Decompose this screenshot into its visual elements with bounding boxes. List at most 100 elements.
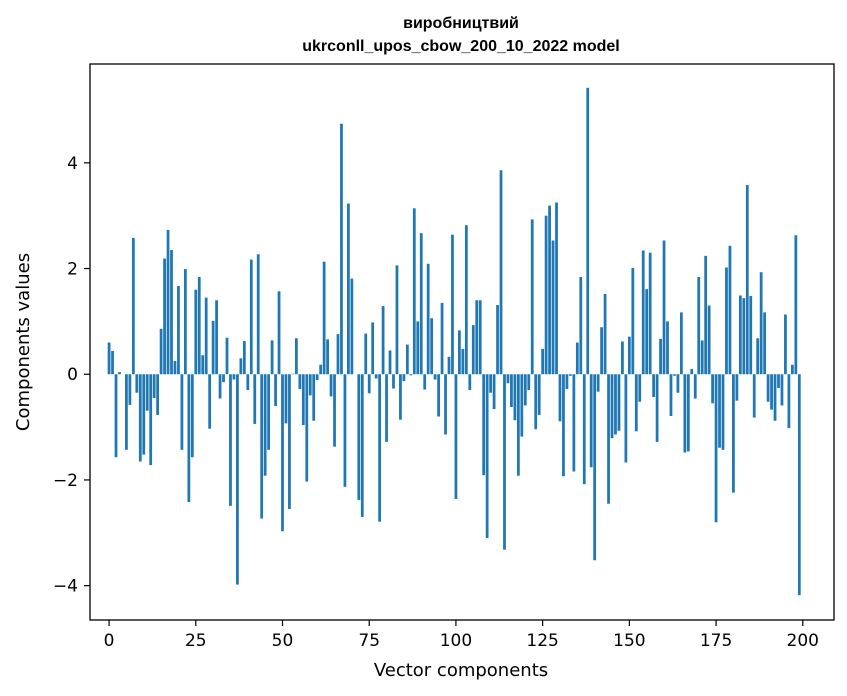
y-tick-label: −4 bbox=[53, 577, 78, 597]
bar bbox=[607, 374, 610, 504]
bar bbox=[700, 340, 704, 375]
bar bbox=[360, 374, 364, 517]
bar bbox=[177, 285, 180, 375]
bar bbox=[690, 368, 694, 375]
bar bbox=[437, 374, 440, 417]
bar bbox=[388, 350, 392, 375]
bar bbox=[340, 123, 343, 375]
bar bbox=[301, 374, 305, 425]
bar bbox=[298, 374, 302, 390]
bar bbox=[478, 300, 482, 375]
bar bbox=[627, 336, 631, 375]
bar bbox=[797, 374, 801, 596]
x-tick-label: 175 bbox=[700, 631, 732, 651]
bar bbox=[558, 374, 562, 422]
bar bbox=[659, 338, 662, 375]
y-tick-label: 4 bbox=[67, 154, 78, 174]
bar bbox=[697, 276, 701, 375]
bar bbox=[693, 374, 697, 399]
bar bbox=[485, 374, 489, 539]
bar bbox=[242, 340, 246, 375]
bar bbox=[787, 374, 791, 429]
bar bbox=[430, 318, 434, 375]
bar bbox=[416, 321, 420, 375]
bar bbox=[218, 374, 222, 399]
bar bbox=[163, 258, 166, 375]
bar bbox=[111, 350, 114, 375]
bar bbox=[135, 374, 139, 393]
bar bbox=[170, 250, 173, 375]
bar bbox=[305, 374, 309, 482]
bar bbox=[777, 374, 780, 388]
bar bbox=[256, 254, 260, 375]
bar bbox=[336, 334, 340, 375]
bar bbox=[790, 364, 794, 375]
bar bbox=[624, 374, 628, 463]
bar bbox=[288, 374, 291, 510]
bar bbox=[419, 233, 423, 375]
bar bbox=[159, 328, 163, 375]
bar bbox=[204, 297, 208, 375]
bar bbox=[232, 374, 236, 380]
plot-frame bbox=[89, 63, 835, 621]
bar bbox=[645, 289, 649, 375]
bar bbox=[711, 374, 714, 404]
bar bbox=[725, 267, 728, 375]
bar bbox=[225, 337, 229, 375]
bar bbox=[586, 87, 590, 375]
bar bbox=[756, 338, 760, 375]
bar bbox=[638, 374, 642, 402]
bar bbox=[784, 314, 787, 375]
bar bbox=[319, 364, 323, 375]
bar bbox=[114, 374, 118, 458]
bar bbox=[482, 374, 486, 476]
bar bbox=[555, 202, 558, 375]
bar bbox=[499, 170, 503, 375]
bar bbox=[451, 234, 454, 375]
bar bbox=[721, 374, 725, 450]
bar bbox=[506, 374, 510, 384]
bar bbox=[274, 374, 277, 406]
bar bbox=[631, 268, 635, 375]
x-tick-label: 200 bbox=[787, 631, 819, 651]
chart-title-line-1: виробництвий bbox=[403, 15, 519, 32]
bar bbox=[211, 320, 215, 375]
bar bbox=[763, 312, 767, 375]
bar bbox=[187, 374, 191, 503]
bar bbox=[527, 374, 531, 391]
bar bbox=[270, 340, 274, 375]
bar bbox=[222, 374, 225, 383]
bar bbox=[426, 263, 430, 375]
bar bbox=[510, 374, 513, 408]
bar bbox=[714, 374, 718, 523]
bar bbox=[475, 300, 479, 375]
x-tick-label: 25 bbox=[185, 631, 207, 651]
bar bbox=[593, 374, 597, 561]
bar bbox=[367, 374, 371, 394]
bar bbox=[614, 374, 617, 435]
bar bbox=[516, 374, 520, 476]
bar bbox=[458, 330, 461, 375]
bar bbox=[582, 374, 586, 485]
bar bbox=[579, 276, 583, 375]
bar bbox=[184, 269, 187, 375]
bar bbox=[433, 374, 437, 380]
bar bbox=[378, 374, 381, 522]
bar bbox=[537, 374, 541, 415]
x-axis-label: Vector components bbox=[374, 660, 548, 681]
bar bbox=[596, 374, 600, 392]
bar bbox=[291, 373, 295, 375]
bar bbox=[454, 374, 458, 499]
bar bbox=[392, 374, 395, 389]
bar bbox=[326, 339, 329, 375]
bar bbox=[735, 374, 739, 401]
bar bbox=[683, 374, 687, 453]
bar bbox=[551, 240, 555, 375]
bar bbox=[728, 245, 732, 375]
bar bbox=[149, 374, 153, 466]
bar bbox=[381, 306, 385, 375]
bar bbox=[405, 344, 409, 375]
bar bbox=[617, 374, 621, 431]
bar bbox=[492, 374, 496, 410]
